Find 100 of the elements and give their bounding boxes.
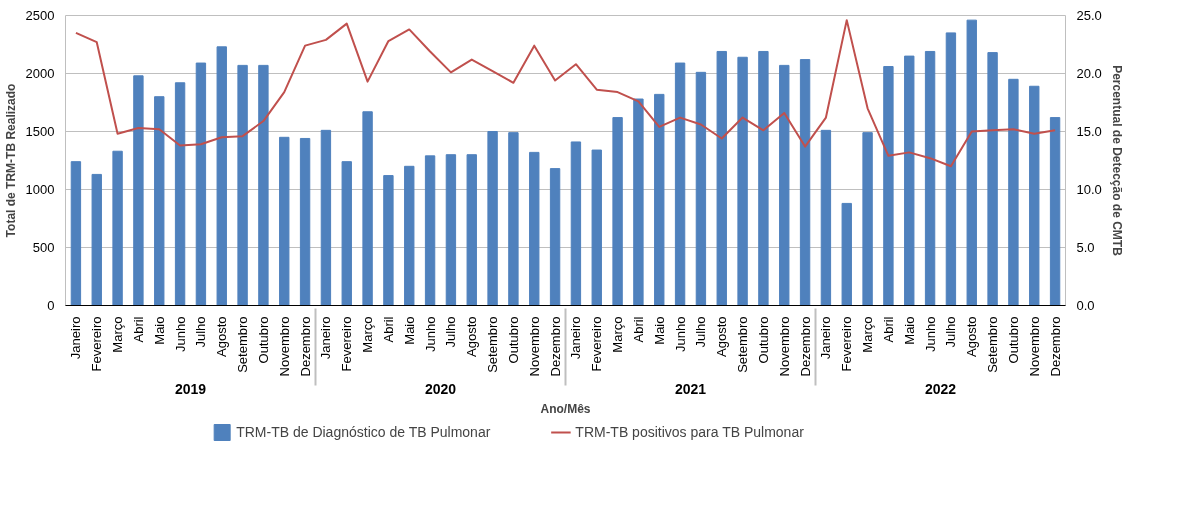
x-tick-label: Novembro — [776, 316, 792, 377]
bar — [70, 161, 82, 306]
bar — [362, 111, 373, 306]
x-tick-label: Dezembro — [547, 316, 563, 377]
bar — [487, 131, 498, 306]
x-tick-label: Setembro — [735, 316, 751, 373]
bar — [570, 141, 582, 306]
x-tick-label: Agosto — [464, 316, 480, 357]
text: 2021 — [674, 381, 707, 398]
x-tick-label: Março — [110, 316, 126, 353]
bar — [987, 52, 998, 306]
bar — [654, 93, 665, 306]
x-tick-label: Outubro — [505, 316, 521, 364]
bar — [737, 56, 748, 306]
x-axis-title: Ano/Mês — [540, 402, 591, 417]
bar — [237, 64, 248, 306]
x-tick-label: Novembro — [526, 316, 542, 377]
bar — [529, 151, 540, 306]
bar — [883, 66, 894, 306]
bar — [279, 136, 290, 306]
bar — [112, 150, 123, 306]
bar — [924, 50, 936, 306]
x-tick-label: Abril — [880, 316, 896, 343]
bar — [320, 129, 332, 306]
legend-label: TRM-TB de Diagnóstico de TB Pulmonar — [236, 424, 491, 440]
x-tick-label: Junho — [422, 316, 438, 352]
line-series — [74, 19, 1057, 168]
bar — [174, 82, 186, 306]
x-tick-label: Dezembro — [1047, 316, 1063, 377]
x-tick-label: Setembro — [985, 316, 1001, 373]
x-tick-label: Junho — [672, 316, 688, 352]
y2-tick-label: 10.0 — [1076, 182, 1102, 197]
x-tick-label: Dezembro — [797, 316, 813, 377]
bar — [904, 55, 915, 306]
y2-tick-label: 25.0 — [1076, 8, 1102, 23]
x-tick-label: Setembro — [485, 316, 501, 373]
bar — [1008, 78, 1019, 306]
x-tick-label: Outubro — [1005, 316, 1021, 364]
x-tick-label: Novembro — [276, 316, 292, 377]
x-tick-label: Abril — [630, 316, 646, 343]
y-tick-label: 2000 — [25, 66, 55, 81]
y-tick-label: 1000 — [25, 182, 55, 197]
x-tick-label: Janeiro — [318, 316, 334, 360]
bar — [716, 50, 727, 306]
x-tick-label: Julho — [693, 316, 709, 348]
x-tick-label: Fevereiro — [339, 316, 355, 372]
bar — [633, 98, 644, 306]
x-tick-label: Junho — [172, 316, 188, 352]
x-tick-label: Abril — [380, 316, 396, 343]
x-tick-label: Julho — [443, 316, 459, 348]
x-tick-label: Outubro — [255, 316, 271, 364]
y2-tick-label: 0.0 — [1076, 298, 1095, 313]
bar — [195, 62, 207, 306]
y2-tick-label: 20.0 — [1076, 66, 1102, 81]
x-tick-label: Março — [860, 316, 876, 353]
x-tick-label: Maio — [401, 316, 417, 345]
bar — [549, 168, 561, 306]
bar — [841, 202, 852, 306]
bar — [508, 132, 519, 306]
y2-tick-label: 5.0 — [1076, 240, 1095, 255]
bar — [424, 155, 436, 306]
bar — [945, 32, 957, 306]
bar — [133, 75, 144, 306]
bar — [966, 19, 977, 306]
bar — [466, 154, 477, 306]
bar — [91, 173, 102, 306]
bar — [154, 96, 165, 306]
x-tick-label: Maio — [651, 316, 667, 345]
bar — [674, 62, 686, 306]
bar — [1029, 85, 1040, 306]
bar — [612, 117, 623, 306]
y2-tick-label: 15.0 — [1076, 124, 1102, 139]
bar — [341, 161, 352, 306]
bar — [695, 71, 707, 306]
x-tick-label: Fevereiro — [589, 316, 605, 372]
y-tick-label: 2500 — [25, 8, 55, 23]
bar — [383, 175, 394, 306]
bar — [258, 64, 269, 306]
x-tick-label: Fevereiro — [89, 316, 105, 372]
bar — [299, 137, 311, 306]
x-tick-label: Maio — [151, 316, 167, 345]
x-tick-label: Janeiro — [68, 316, 84, 360]
x-tick-label: Março — [610, 316, 626, 353]
bar — [799, 59, 811, 306]
x-tick-label: Janeiro — [568, 316, 584, 360]
x-tick-label: Dezembro — [297, 316, 313, 377]
bar — [591, 149, 602, 306]
x-tick-label: Janeiro — [818, 316, 834, 360]
bar — [445, 154, 457, 306]
text: 2020 — [424, 381, 457, 398]
text: 2019 — [174, 381, 207, 398]
y-tick-label: 0 — [47, 298, 55, 313]
y-tick-label: 500 — [32, 240, 55, 255]
x-tick-label: Julho — [193, 316, 209, 348]
x-tick-label: Fevereiro — [839, 316, 855, 372]
bar — [779, 64, 790, 306]
x-tick-label: Abril — [130, 316, 146, 343]
bar — [404, 165, 415, 306]
x-tick-label: Outubro — [755, 316, 771, 364]
x-tick-label: Agosto — [214, 316, 230, 357]
